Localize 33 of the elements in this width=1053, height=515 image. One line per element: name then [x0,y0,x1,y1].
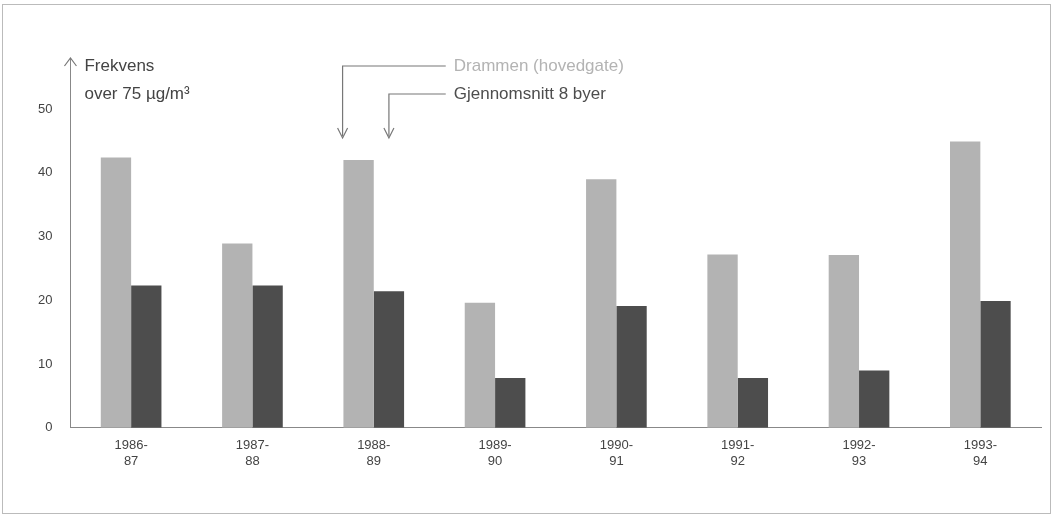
bar [828,255,860,428]
x-tick-label: 1987-88 [235,437,270,468]
bar [373,291,405,428]
y-tick-label: 30 [37,228,53,244]
y-tick-label: 10 [37,355,53,371]
bar [100,157,132,428]
bar [859,370,890,428]
bar [950,141,981,428]
bar [464,302,496,428]
y-tick-label: 40 [37,164,53,180]
bar [980,300,1011,428]
x-tick-label: 1989-90 [478,437,512,468]
x-tick-label: 1986-87 [114,437,148,468]
x-tick-label: 1988-89 [357,437,391,468]
bar [252,285,283,428]
y-tick-label: 50 [37,100,53,116]
y-tick-label: 20 [37,291,53,307]
x-tick-label: 1993-94 [963,437,997,468]
bar [707,254,738,428]
bar [737,378,769,428]
x-tick-label: 1990-91 [599,437,634,468]
y-axis-title: Frekvens over 75 µg/m³ [84,55,191,103]
bar [131,285,162,428]
bar [586,179,617,428]
y-tick-label: 0 [45,419,53,435]
bar [343,160,374,428]
bar [222,243,253,428]
text: Gjennomsnitt 8 byer [453,83,607,103]
x-tick-label: 1992-93 [842,437,876,468]
text: Drammen (hovedgate) [453,55,624,75]
bar [495,378,526,428]
x-tick-label: 1991-92 [721,437,755,468]
bar [616,306,647,428]
